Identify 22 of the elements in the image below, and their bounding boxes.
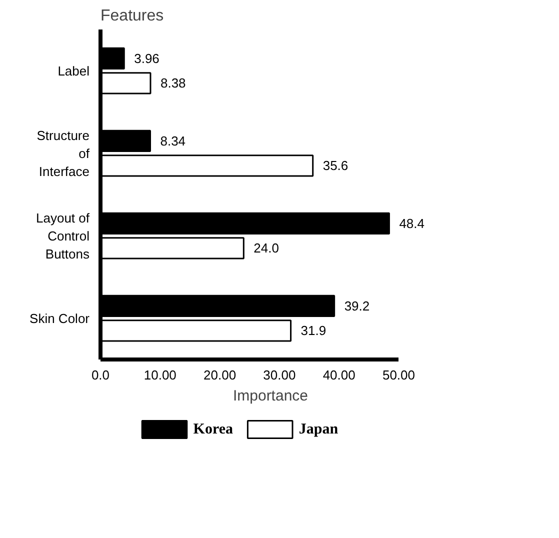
x-tick-label: 50.00 [382,368,416,382]
data-label: 8.34 [160,133,186,148]
x-tick-label: 40.00 [322,368,356,382]
x-axis-title: Importance [232,388,308,404]
data-label: 39.2 [344,298,370,314]
y-tick-label: Skin Color [30,310,90,326]
data-label: 3.96 [134,50,160,66]
x-tick-label: 30.00 [263,368,296,382]
legend-label: Japan [298,422,339,438]
data-label: 8.38 [160,76,186,91]
data-label: 35.6 [322,158,348,174]
data-label: 31.9 [300,323,326,338]
data-label: 48.4 [399,216,425,231]
x-tick-label: 20.00 [204,368,236,382]
y-tick-label: Structure of Interface [36,128,90,179]
x-tick-label: 0.0 [91,368,110,382]
x-tick-label: 10.00 [144,368,176,382]
y-tick-label: Layout of Control Buttons [36,210,90,262]
legend-label: Korea [193,422,234,438]
data-label: 24.0 [254,240,279,256]
y-axis-title: Features [100,8,164,24]
y-tick-label: Label [58,63,90,78]
